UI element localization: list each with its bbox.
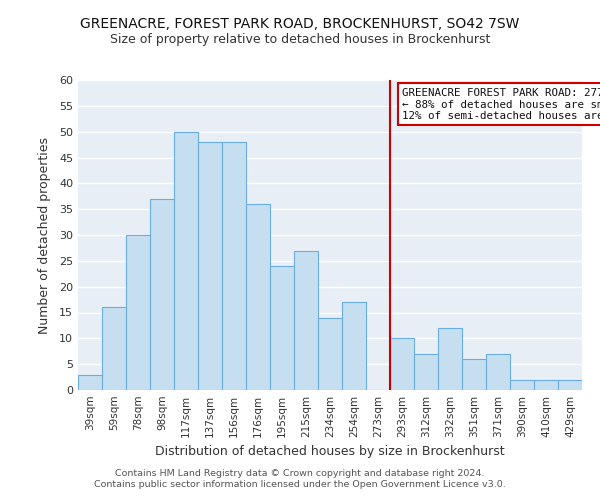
Bar <box>150 199 174 390</box>
Text: Contains public sector information licensed under the Open Government Licence v3: Contains public sector information licen… <box>94 480 506 489</box>
Bar <box>294 250 318 390</box>
Bar <box>438 328 462 390</box>
Bar <box>102 308 126 390</box>
Text: GREENACRE, FOREST PARK ROAD, BROCKENHURST, SO42 7SW: GREENACRE, FOREST PARK ROAD, BROCKENHURS… <box>80 18 520 32</box>
Y-axis label: Number of detached properties: Number of detached properties <box>38 136 50 334</box>
X-axis label: Distribution of detached houses by size in Brockenhurst: Distribution of detached houses by size … <box>155 446 505 458</box>
Text: GREENACRE FOREST PARK ROAD: 277sqm
← 88% of detached houses are smaller (351)
12: GREENACRE FOREST PARK ROAD: 277sqm ← 88%… <box>402 88 600 121</box>
Bar <box>558 380 582 390</box>
Bar <box>222 142 246 390</box>
Bar <box>126 235 150 390</box>
Bar <box>270 266 294 390</box>
Bar <box>78 374 102 390</box>
Bar <box>486 354 510 390</box>
Bar <box>174 132 198 390</box>
Bar <box>318 318 342 390</box>
Text: Size of property relative to detached houses in Brockenhurst: Size of property relative to detached ho… <box>110 32 490 46</box>
Text: Contains HM Land Registry data © Crown copyright and database right 2024.: Contains HM Land Registry data © Crown c… <box>115 468 485 477</box>
Bar <box>246 204 270 390</box>
Bar <box>414 354 438 390</box>
Bar <box>390 338 414 390</box>
Bar <box>198 142 222 390</box>
Bar <box>342 302 366 390</box>
Bar <box>462 359 486 390</box>
Bar <box>510 380 534 390</box>
Bar <box>534 380 558 390</box>
